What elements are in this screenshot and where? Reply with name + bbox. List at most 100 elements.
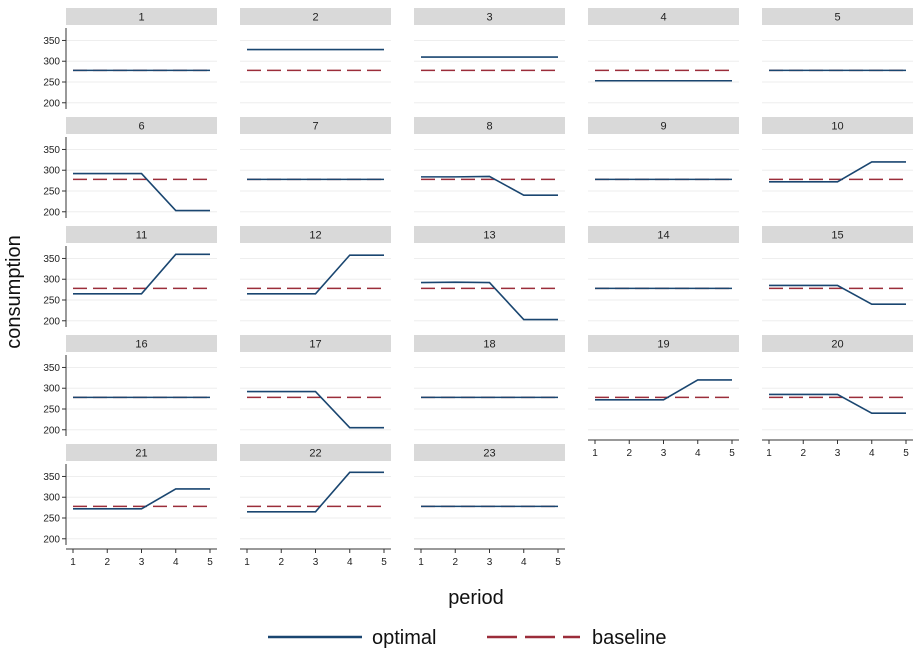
panel-4: 4 [588, 8, 739, 104]
series-line-optimal [73, 253, 210, 295]
panel-label: 19 [657, 339, 669, 351]
panel-strip [588, 335, 739, 352]
series-line-optimal [420, 281, 558, 321]
series-line-optimal [247, 390, 384, 429]
y-axis-title: consumption [3, 235, 25, 348]
panel-label: 21 [135, 448, 147, 460]
panel-strip [414, 117, 565, 134]
legend: optimal baseline [268, 627, 667, 649]
y-tick-label: 350 [43, 145, 60, 156]
panel-label: 16 [135, 339, 147, 351]
panel-label: 18 [483, 339, 495, 351]
panel-5: 5 [762, 8, 913, 104]
panel-21: 21 200 250 300 350 1 2 3 4 5 [43, 444, 217, 568]
y-tick-label: 200 [43, 316, 60, 327]
panel-label: 7 [312, 121, 318, 133]
panel-label: 9 [660, 121, 666, 133]
panel-strip [762, 117, 913, 134]
panel-9: 9 [588, 117, 739, 213]
panel-label: 3 [486, 12, 492, 24]
panel-strip [240, 117, 391, 134]
panel-15: 15 [762, 226, 913, 322]
y-tick-label: 200 [43, 98, 60, 109]
x-tick-label: 1 [592, 448, 598, 459]
legend-label-optimal: optimal [372, 627, 436, 649]
panel-label: 20 [831, 339, 843, 351]
panel-label: 2 [312, 12, 318, 24]
x-tick-label: 3 [835, 448, 841, 459]
panel-strip [588, 117, 739, 134]
x-axis-title: period [448, 587, 504, 609]
series-line-optimal [73, 488, 210, 510]
panel-3: 3 [414, 8, 565, 104]
panel-label: 4 [660, 12, 666, 24]
y-tick-label: 200 [43, 534, 60, 545]
x-tick-label: 1 [766, 448, 772, 459]
panel-18: 18 [414, 335, 565, 431]
panel-19: 19 1 2 3 4 5 [588, 335, 739, 459]
x-tick-label: 3 [487, 557, 493, 568]
panel-6: 6 200 250 300 350 [43, 117, 217, 218]
series-line-optimal [421, 175, 558, 196]
y-tick-label: 250 [43, 405, 60, 416]
series-line-optimal [769, 161, 906, 183]
x-tick-label: 3 [139, 557, 145, 568]
panel-label: 1 [138, 12, 144, 24]
x-tick-label: 1 [418, 557, 424, 568]
y-tick-label: 350 [43, 363, 60, 374]
panel-label: 6 [138, 121, 144, 133]
panel-label: 14 [657, 230, 669, 242]
panel-7: 7 [240, 117, 391, 213]
panel-strip [414, 444, 565, 461]
panel-23: 231 2 3 4 5 [414, 444, 565, 568]
x-tick-label: 2 [452, 557, 458, 568]
x-tick-label: 5 [207, 557, 213, 568]
series-line-optimal [247, 471, 384, 513]
y-tick-label: 250 [43, 78, 60, 89]
y-tick-label: 350 [43, 36, 60, 47]
panel-label: 11 [136, 230, 147, 242]
panel-label: 15 [831, 230, 843, 242]
x-tick-label: 2 [278, 557, 284, 568]
panel-strip [414, 226, 565, 243]
y-tick-label: 250 [43, 187, 60, 198]
panel-20: 20 1 2 3 4 5 [762, 335, 913, 459]
panel-label: 22 [309, 448, 321, 460]
panel-strip [66, 335, 217, 352]
y-tick-label: 300 [43, 166, 60, 177]
y-tick-label: 250 [43, 514, 60, 525]
panel-1: 1 200 250 300 350 [43, 8, 217, 109]
panel-10: 10 [762, 117, 913, 213]
panel-label: 13 [483, 230, 495, 242]
panel-16: 16 200 250 300 350 [43, 335, 217, 436]
panel-22: 22 1 2 3 4 5 [240, 444, 391, 568]
series-line-optimal [769, 284, 906, 305]
panel-strip [414, 8, 565, 25]
series-line-optimal [769, 393, 906, 414]
y-tick-label: 250 [43, 296, 60, 307]
y-tick-label: 350 [43, 472, 60, 483]
panel-strip [588, 8, 739, 25]
panel-14: 14 [588, 226, 739, 322]
x-tick-label: 5 [903, 448, 909, 459]
panel-strip [414, 335, 565, 352]
y-tick-label: 350 [43, 254, 60, 265]
panel-strip [66, 117, 217, 134]
y-tick-label: 300 [43, 57, 60, 68]
series-line-optimal [73, 172, 210, 212]
x-tick-label: 1 [70, 557, 76, 568]
panel-strip [240, 226, 391, 243]
panel-label: 10 [831, 121, 843, 133]
x-tick-label: 1 [244, 557, 250, 568]
panel-strip [762, 226, 913, 243]
panel-12: 12 [240, 226, 391, 322]
y-tick-label: 300 [43, 275, 60, 286]
panel-label: 5 [834, 12, 840, 24]
panel-label: 17 [309, 339, 321, 351]
x-tick-label: 4 [173, 557, 179, 568]
legend-label-baseline: baseline [592, 627, 667, 649]
x-tick-label: 3 [661, 448, 667, 459]
x-tick-label: 2 [800, 448, 806, 459]
series-line-optimal [595, 379, 732, 401]
